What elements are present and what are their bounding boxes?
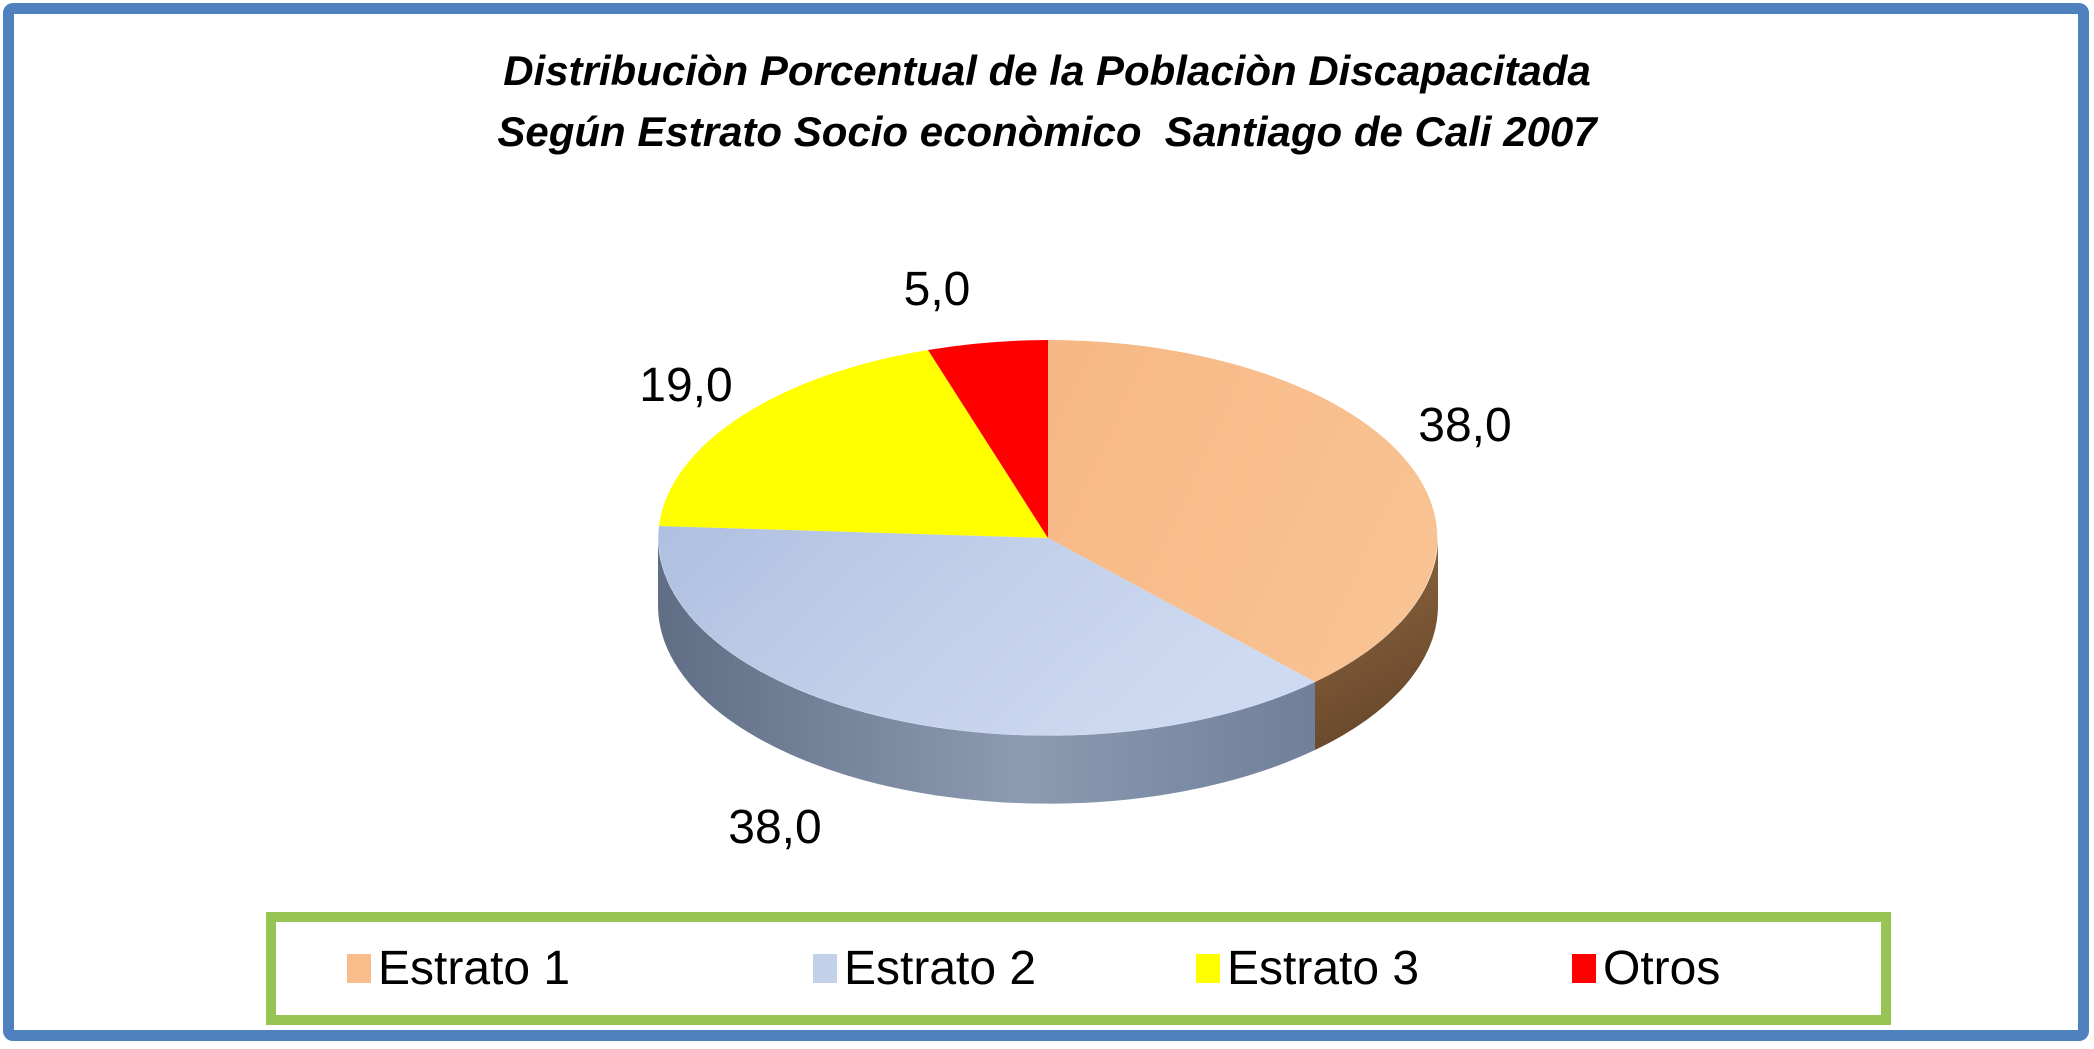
chart-title: Distribuciòn Porcentual de la Poblaciòn …: [0, 40, 2094, 162]
pie-slice-estrato-3: [659, 350, 1048, 538]
legend-item-estrato-1: Estrato 1: [347, 922, 570, 1015]
legend-swatch-estrato-2: [813, 954, 837, 983]
pie-side-estrato-2: [658, 538, 1315, 804]
legend-label-estrato-2: Estrato 2: [844, 942, 1037, 995]
pie-slice-estrato-1: [1048, 340, 1438, 682]
legend: Estrato 1 Estrato 2 Estrato 3 Otros: [266, 912, 1891, 1025]
legend-item-otros: Otros: [1572, 922, 1720, 1015]
legend-label-estrato-3: Estrato 3: [1227, 942, 1420, 995]
pie-slice-estrato-2: [658, 526, 1315, 736]
data-label-estrato-2: 38,0: [728, 801, 822, 854]
legend-label-otros: Otros: [1603, 942, 1721, 995]
legend-label-estrato-1: Estrato 1: [378, 942, 571, 995]
legend-swatch-estrato-1: [347, 954, 371, 983]
pie-slice-otros: [928, 340, 1048, 538]
legend-swatch-otros: [1572, 954, 1596, 983]
chart-title-line-2: Según Estrato Socio econòmico Santiago d…: [497, 108, 1597, 155]
legend-swatch-estrato-3: [1196, 954, 1220, 983]
legend-item-estrato-2: Estrato 2: [813, 922, 1036, 1015]
data-label-estrato-3: 19,0: [639, 359, 733, 412]
legend-item-estrato-3: Estrato 3: [1196, 922, 1419, 1015]
data-label-otros: 5,0: [903, 263, 971, 316]
pie-side-estrato-1: [1315, 538, 1438, 750]
chart-title-line-1: Distribuciòn Porcentual de la Poblaciòn …: [503, 47, 1591, 94]
data-label-estrato-1: 38,0: [1418, 399, 1512, 452]
